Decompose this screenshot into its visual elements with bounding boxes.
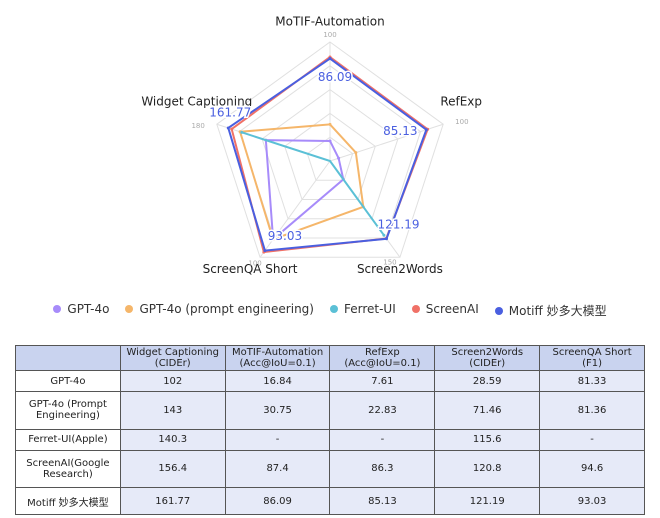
table-cell: - xyxy=(539,428,645,451)
table-cell: 121.19 xyxy=(434,487,541,515)
table-row: GPT-4o 102 16.84 7.61 28.59 81.33 xyxy=(15,370,645,392)
axis-label: MoTIF-Automation xyxy=(275,15,384,29)
legend-label: Motiff 妙多大模型 xyxy=(508,304,607,318)
data-point xyxy=(328,57,332,61)
data-point xyxy=(328,122,332,126)
data-label: 93.03 xyxy=(268,229,302,243)
table-cell: 102 xyxy=(119,370,226,392)
table-cell: 81.36 xyxy=(539,391,645,430)
legend: GPT-4o GPT-4o (prompt engineering) Ferret-… xyxy=(0,302,660,319)
legend-marker xyxy=(329,305,338,313)
axis-label: ScreenQA Short xyxy=(203,262,298,276)
legend-marker xyxy=(53,305,62,313)
table-cell: 86.09 xyxy=(224,487,331,515)
data-label: 86.09 xyxy=(318,70,352,84)
axis-max-label: 150 xyxy=(383,258,396,266)
table-cell: 71.46 xyxy=(434,391,541,430)
legend-item: GPT-4o (prompt engineering) xyxy=(125,302,314,319)
table-cell: - xyxy=(224,428,331,451)
axis-label: RefExp xyxy=(440,95,482,109)
data-table: Widget Captioning (CIDEr) MoTIF-Automatio… xyxy=(15,345,645,515)
data-point xyxy=(385,237,389,241)
data-point xyxy=(328,139,332,143)
table-cell: 7.61 xyxy=(329,370,436,392)
data-label: 121.19 xyxy=(378,217,420,231)
table-cell: 86.3 xyxy=(329,449,436,488)
data-label: 85.13 xyxy=(383,124,417,138)
data-point xyxy=(271,237,275,241)
data-point xyxy=(337,156,341,160)
column-header: Widget Captioning (CIDEr) xyxy=(119,345,226,371)
legend-item: Ferret-UI xyxy=(329,302,396,319)
column-header: Screen2Words (CIDEr) xyxy=(434,345,541,371)
data-point xyxy=(230,127,234,131)
series-polygon xyxy=(227,57,428,252)
legend-label: ScreenAI xyxy=(425,302,479,316)
axis-line xyxy=(259,160,331,258)
row-header: Ferret-UI(Apple) xyxy=(15,428,121,451)
legend-item: Motiff 妙多大模型 xyxy=(494,302,607,319)
series-polygon xyxy=(264,139,345,242)
legend-marker xyxy=(125,305,134,313)
data-label: 161.77 xyxy=(209,105,251,119)
axis-max-label: 100 xyxy=(248,259,261,267)
column-header: MoTIF-Automation (Acc@IoU=0.1) xyxy=(224,345,331,371)
column-header: ScreenQA Short (F1) xyxy=(539,345,645,371)
series-polygon xyxy=(238,123,365,241)
column-header: RefExp (Acc@IoU=0.1) xyxy=(329,345,436,371)
table-cell: 85.13 xyxy=(329,487,436,515)
table-cell: 28.59 xyxy=(434,370,541,392)
grid-ring xyxy=(306,136,354,181)
table-cell: 22.83 xyxy=(329,391,436,430)
table-cell: 120.8 xyxy=(434,449,541,488)
data-point xyxy=(382,233,386,237)
table-row: Ferret-UI(Apple) 140.3- -115.6- xyxy=(15,428,645,451)
table-row: GPT-4o (Prompt Engineering) 143 30.75 22.83… xyxy=(15,391,645,430)
axis-label: Screen2Words xyxy=(357,262,443,276)
row-header: Motiff 妙多大模型 xyxy=(15,487,121,515)
grid-ring xyxy=(238,65,422,239)
table-cell: 16.84 xyxy=(224,370,331,392)
legend-marker xyxy=(494,307,503,315)
data-point xyxy=(424,128,428,132)
table-cell: 161.77 xyxy=(119,487,226,515)
table-cell: - xyxy=(329,428,436,451)
legend-label: GPT-4o (prompt engineering) xyxy=(139,302,314,316)
data-point xyxy=(354,151,358,155)
legend-label: Ferret-UI xyxy=(343,302,396,316)
table-row: Motiff 妙多大模型 161.77 86.09 85.13 121.19 93.03 xyxy=(15,487,645,515)
legend-label: GPT-4o xyxy=(67,302,110,316)
row-header: ScreenAI(Google Research) xyxy=(15,449,121,488)
table-cell: 93.03 xyxy=(539,487,645,515)
table-cell: 30.75 xyxy=(224,391,331,430)
axis-max-label: 100 xyxy=(455,118,468,126)
axis-max-label: 180 xyxy=(191,122,204,130)
row-header: GPT-4o (Prompt Engineering) xyxy=(15,391,121,430)
series-polygon xyxy=(241,131,385,236)
data-point xyxy=(226,126,230,130)
table-row: ScreenAI(Google Research) 156.4 87.4 86.3 12… xyxy=(15,449,645,488)
corner-cell xyxy=(15,345,121,371)
grid-ring xyxy=(216,41,444,258)
table-cell: 156.4 xyxy=(119,449,226,488)
axis-label: Widget Captioning xyxy=(141,95,252,109)
table-cell: 115.6 xyxy=(434,428,541,451)
legend-item: ScreenAI xyxy=(411,302,479,319)
table-cell: 87.4 xyxy=(224,449,331,488)
radar-chart: MoTIF-Automation 100 RefExp 100 Screen2Words… xyxy=(141,15,482,276)
table-cell: 143 xyxy=(119,391,226,430)
axis-line xyxy=(329,123,444,162)
table-cell: 140.3 xyxy=(119,428,226,451)
row-header: GPT-4o xyxy=(15,370,121,392)
legend-item: GPT-4o xyxy=(53,302,109,319)
legend-marker xyxy=(411,305,420,313)
axis-max-label: 100 xyxy=(323,31,336,39)
data-point xyxy=(263,249,267,253)
data-point xyxy=(240,130,244,134)
table-cell: 94.6 xyxy=(539,449,645,488)
table-cell: 81.33 xyxy=(539,370,645,392)
